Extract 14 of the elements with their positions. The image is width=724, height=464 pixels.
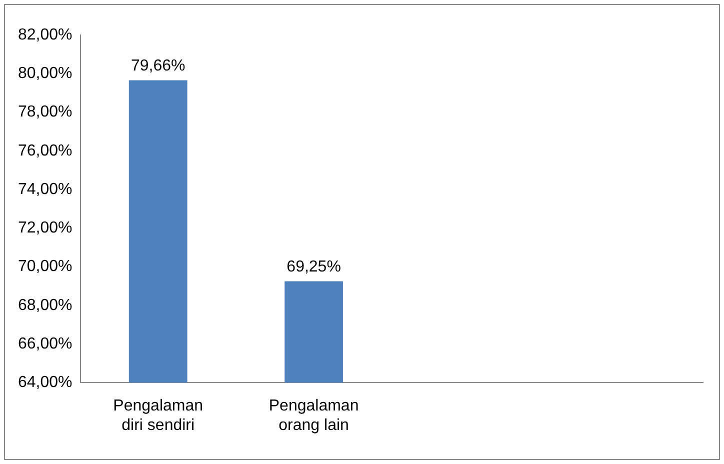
- y-tick-label: 72,00%: [18, 220, 72, 237]
- y-tick-label: 76,00%: [18, 142, 72, 160]
- y-tick-label: 74,00%: [18, 180, 72, 198]
- y-tick-label: 66,00%: [18, 335, 72, 352]
- data-label: 79,66%: [130, 58, 186, 75]
- x-tick-label: Pengalaman orang lain: [268, 398, 359, 434]
- y-tick-label: 78,00%: [18, 104, 72, 121]
- y-tick-label: 70,00%: [18, 258, 72, 276]
- y-tick-label: 80,00%: [18, 65, 72, 82]
- y-tick-label: 64,00%: [18, 374, 72, 392]
- y-tick-label: 82,00%: [18, 26, 72, 44]
- x-tick-label: Pengalaman diri sendiri: [113, 398, 204, 434]
- data-label: 69,25%: [286, 258, 341, 276]
- y-tick-label: 68,00%: [18, 296, 72, 314]
